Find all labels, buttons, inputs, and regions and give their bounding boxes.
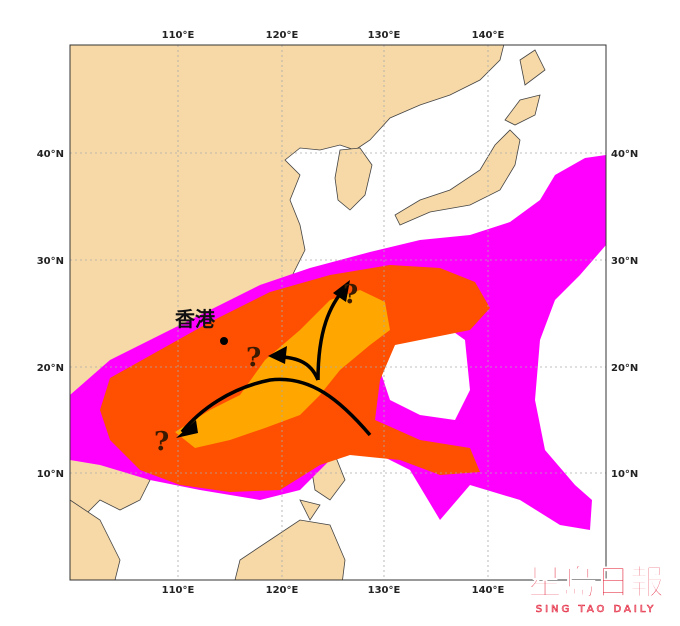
lon-label: 130°E bbox=[368, 30, 401, 41]
korea bbox=[334, 147, 373, 211]
lon-label: 110°E bbox=[162, 30, 195, 41]
lon-label: 120°E bbox=[266, 30, 299, 41]
question-mark: ? bbox=[246, 343, 261, 373]
lat-label: 30°N bbox=[611, 256, 638, 267]
lat-label: 20°N bbox=[611, 363, 638, 374]
lat-label: 40°N bbox=[37, 149, 64, 160]
question-mark: ? bbox=[154, 427, 169, 457]
japan bbox=[394, 49, 546, 226]
lon-label: 140°E bbox=[472, 585, 505, 596]
lat-label: 30°N bbox=[37, 256, 64, 267]
city-label: 香港 bbox=[175, 307, 216, 331]
lon-label: 140°E bbox=[472, 30, 505, 41]
question-mark: ? bbox=[343, 280, 358, 310]
lat-label: 40°N bbox=[611, 149, 638, 160]
lat-label: 10°N bbox=[37, 469, 64, 480]
hong-kong-dot bbox=[220, 337, 228, 345]
lat-label: 10°N bbox=[611, 469, 638, 480]
arrowheads bbox=[176, 280, 350, 438]
lat-label: 20°N bbox=[37, 363, 64, 374]
map-frame bbox=[69, 44, 607, 581]
logo-name: 星島日報 bbox=[528, 563, 664, 603]
lon-label: 120°E bbox=[266, 585, 299, 596]
lon-label: 110°E bbox=[162, 585, 195, 596]
logo-tagline: SING TAO DAILY bbox=[536, 604, 656, 615]
borneo bbox=[234, 519, 346, 580]
map-area: 香港 ? ? ? bbox=[70, 45, 606, 580]
lon-label: 130°E bbox=[368, 585, 401, 596]
malaya bbox=[70, 499, 121, 580]
graticule bbox=[70, 45, 606, 580]
probability-high bbox=[175, 290, 390, 448]
